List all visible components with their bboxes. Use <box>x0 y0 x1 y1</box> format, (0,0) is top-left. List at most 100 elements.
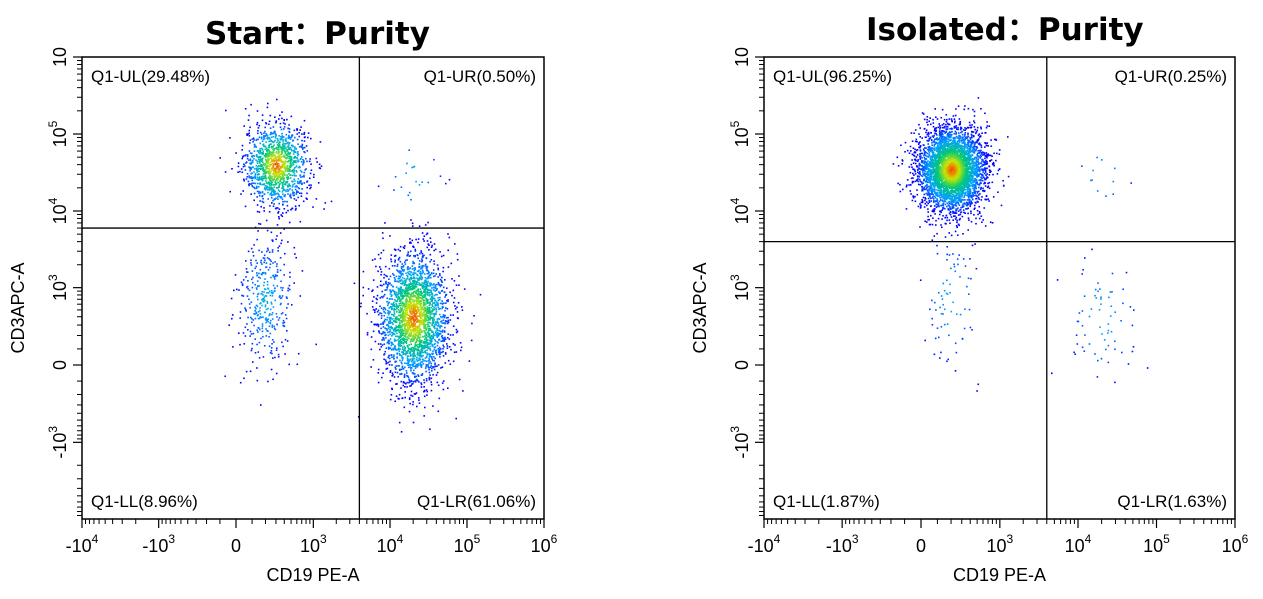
event-dot <box>432 286 435 289</box>
event-dot <box>419 350 422 352</box>
event-dot <box>297 191 299 193</box>
event-dot <box>265 122 268 125</box>
event-dot <box>425 337 428 339</box>
event-dot <box>291 304 293 306</box>
event-dot <box>428 376 431 379</box>
event-dot <box>274 137 277 139</box>
event-dot <box>409 364 411 366</box>
event-dot <box>391 313 393 316</box>
event-dot <box>282 172 284 174</box>
event-dot <box>427 221 429 224</box>
event-dot <box>427 276 429 278</box>
event-dot <box>417 362 420 365</box>
event-dot <box>405 303 408 305</box>
event-dot <box>943 188 945 190</box>
event-dot <box>288 183 290 185</box>
event-dot <box>403 277 406 280</box>
event-dot <box>417 330 419 333</box>
event-dot <box>389 275 392 278</box>
event-dot <box>393 301 395 304</box>
event-dot <box>242 332 245 334</box>
event-dot <box>257 158 260 161</box>
event-dot <box>420 323 422 325</box>
event-dots <box>892 97 1149 392</box>
event-dot <box>970 142 973 144</box>
event-dot <box>418 294 420 297</box>
event-dot <box>271 187 273 189</box>
event-dot <box>244 326 247 329</box>
event-dot <box>292 160 295 163</box>
event-dot <box>403 316 405 319</box>
event-dot <box>404 346 406 349</box>
event-dot <box>426 390 429 393</box>
event-dot <box>375 302 378 304</box>
event-dot <box>257 174 259 176</box>
event-dot <box>384 332 386 334</box>
event-dot <box>393 280 396 282</box>
event-dot <box>283 179 285 182</box>
event-dot <box>269 188 271 190</box>
event-dot <box>241 157 243 160</box>
event-dot <box>283 154 286 157</box>
event-dot <box>395 316 397 319</box>
event-dot <box>393 255 396 257</box>
event-dot <box>279 139 282 141</box>
event-dot <box>416 357 418 359</box>
event-dot <box>252 332 255 335</box>
event-dot <box>295 159 297 162</box>
event-dot <box>384 350 386 353</box>
event-dot <box>935 129 937 131</box>
event-dot <box>400 345 403 347</box>
event-dot <box>454 344 456 346</box>
event-dot <box>394 328 397 330</box>
event-dot <box>434 342 436 345</box>
event-dot <box>461 306 463 308</box>
event-dot <box>395 303 397 305</box>
event-dot <box>286 174 288 176</box>
event-dot <box>420 382 422 384</box>
event-dot <box>261 298 263 301</box>
event-dot <box>979 193 981 195</box>
event-dot <box>448 178 451 181</box>
event-dot <box>261 167 263 170</box>
event-dot <box>375 265 377 268</box>
event-dot <box>399 294 402 296</box>
flow-plot-isolated: Isolated：Purity Q1-UL(96.25%) Q1-UR(0.25%… <box>630 0 1263 599</box>
event-dot <box>255 308 257 310</box>
event-dot <box>430 381 432 383</box>
event-dot <box>274 116 276 118</box>
event-dot <box>412 358 414 361</box>
event-dot <box>944 198 946 201</box>
event-dot <box>422 347 424 350</box>
event-dot <box>395 360 398 363</box>
event-dot <box>457 302 460 304</box>
event-dot <box>406 313 409 316</box>
event-dot <box>436 329 439 331</box>
event-dot <box>297 352 300 355</box>
event-dot <box>258 183 261 185</box>
event-dot <box>277 173 280 176</box>
event-dot <box>256 210 259 213</box>
event-dot <box>253 171 255 173</box>
event-dot <box>406 277 409 279</box>
event-dot <box>383 293 386 296</box>
event-dot <box>248 184 250 187</box>
event-dot <box>384 359 387 361</box>
event-dot <box>401 272 404 275</box>
event-dot <box>395 365 398 367</box>
event-dot <box>264 175 267 177</box>
event-dot <box>272 160 275 162</box>
event-dot <box>449 291 451 294</box>
event-dot <box>248 150 251 152</box>
event-dot <box>410 360 413 362</box>
event-dot <box>412 362 415 365</box>
event-dot <box>269 308 272 311</box>
event-dot <box>428 306 430 309</box>
event-dot <box>436 344 439 347</box>
event-dot <box>437 267 439 270</box>
event-dot <box>436 264 439 266</box>
event-dot <box>409 339 412 341</box>
event-dot <box>443 330 446 332</box>
event-dot <box>266 160 269 163</box>
event-dot <box>262 161 264 164</box>
